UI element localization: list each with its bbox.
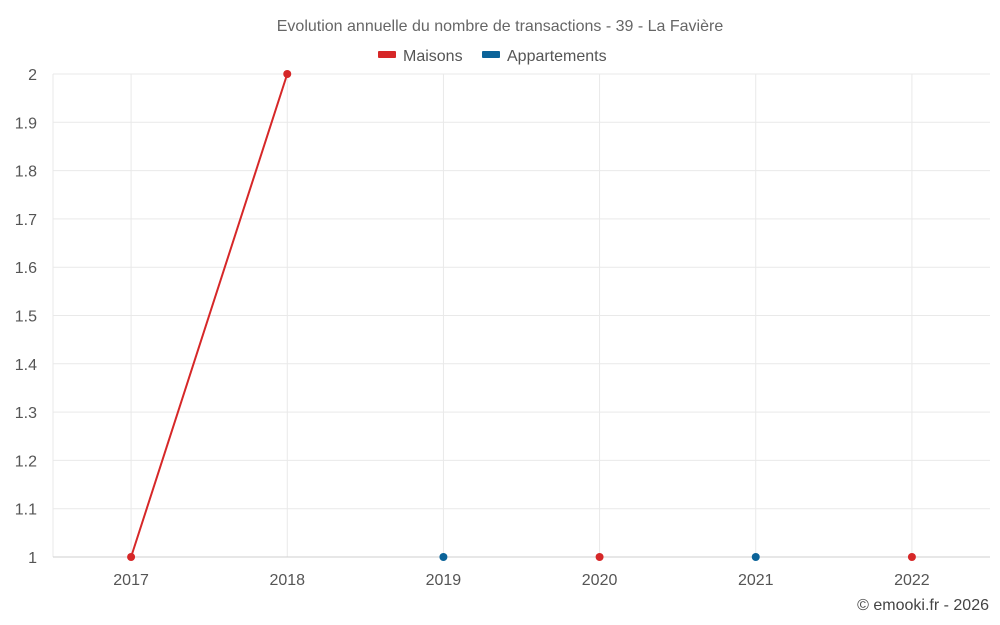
y-tick-label: 1.4	[15, 357, 37, 374]
x-tick-label: 2020	[582, 572, 618, 589]
legend-item-maisons[interactable]: Maisons	[378, 48, 463, 65]
y-tick-label: 1.8	[15, 164, 37, 181]
y-tick-label: 1.3	[15, 405, 37, 422]
data-point-maisons[interactable]	[907, 553, 916, 561]
x-tick-label: 2021	[738, 572, 774, 589]
legend: Maisons Appartements	[378, 48, 607, 65]
axes: 1 1.1 1.2 1.3 1.4 1.5 1.6 1.7 1.8 1.9 2 2017 2018 201…	[15, 67, 990, 589]
y-tick-label: 1.5	[15, 309, 37, 326]
x-tick-label: 2017	[113, 572, 149, 589]
y-tick-label: 1.2	[15, 453, 37, 470]
data-point-maisons[interactable]	[127, 553, 136, 561]
data-point-appartements[interactable]	[751, 553, 760, 561]
credit-text: © emooki.fr - 2026	[857, 597, 989, 614]
x-tick-label: 2019	[426, 572, 462, 589]
data-point-maisons[interactable]	[595, 553, 604, 561]
series-layer	[127, 70, 916, 561]
legend-swatch-maisons	[378, 51, 396, 58]
data-point-appartements[interactable]	[439, 553, 448, 561]
x-tick-label: 2022	[894, 572, 930, 589]
legend-label-appartements: Appartements	[507, 48, 607, 65]
y-tick-label: 1.1	[15, 502, 37, 519]
legend-label-maisons: Maisons	[403, 48, 463, 65]
chart-title: Evolution annuelle du nombre de transact…	[277, 18, 724, 35]
x-tick-label: 2018	[269, 572, 305, 589]
legend-swatch-appartements	[482, 51, 500, 58]
grid	[52, 73, 990, 557]
y-tick-label: 1	[28, 550, 37, 567]
y-tick-label: 1.7	[15, 212, 37, 229]
y-tick-label: 1.6	[15, 260, 37, 277]
y-tick-label: 2	[28, 67, 37, 84]
data-point-maisons[interactable]	[283, 70, 292, 78]
y-tick-label: 1.9	[15, 115, 37, 132]
legend-item-appartements[interactable]: Appartements	[482, 48, 607, 65]
series-line-maisons	[130, 73, 289, 558]
